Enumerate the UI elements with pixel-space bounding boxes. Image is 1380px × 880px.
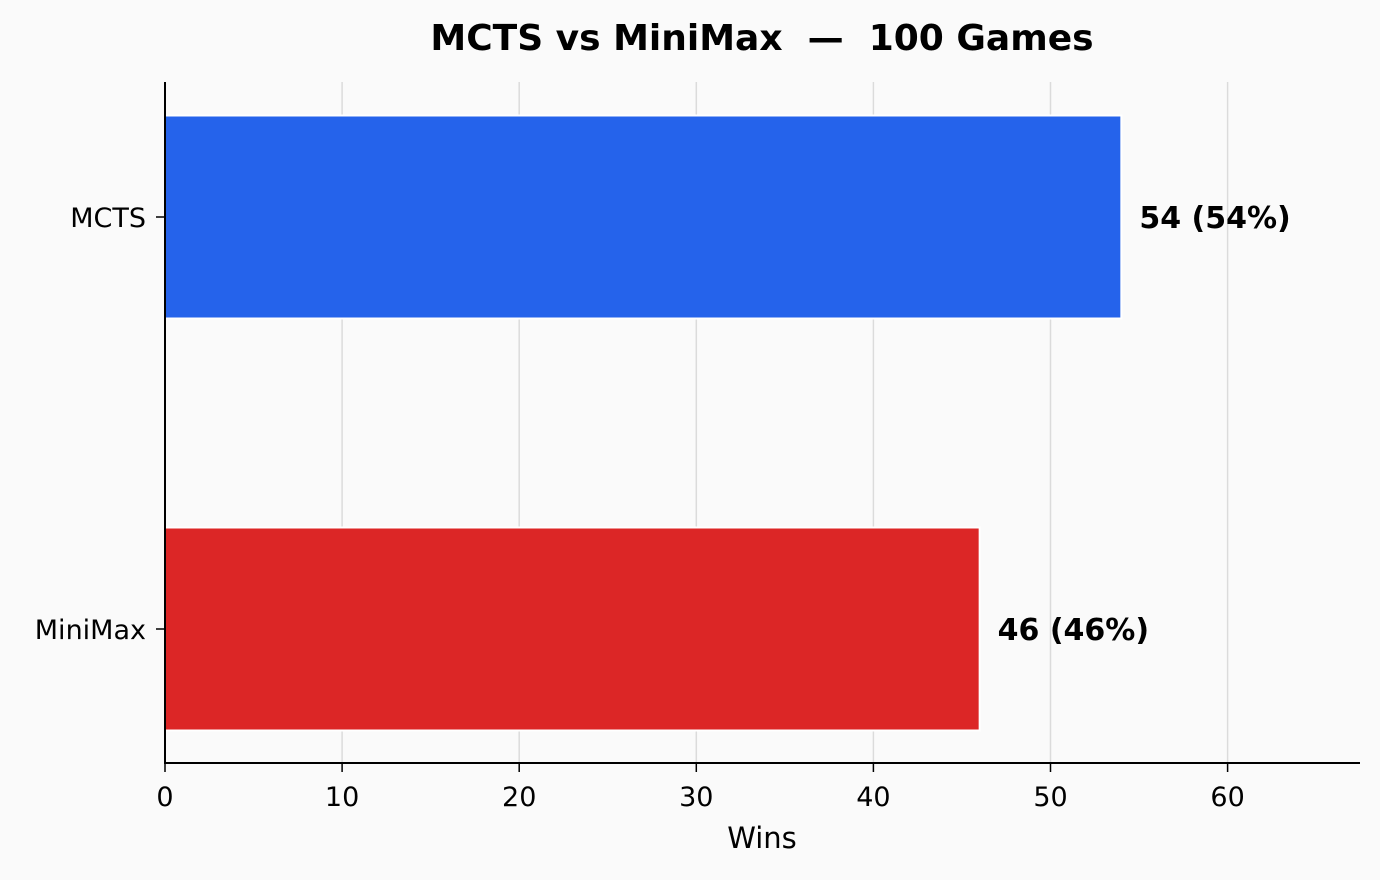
x-axis-ticks: 0 10 20 30 40 50 60 (156, 763, 1245, 813)
bar-value-label: 46 (46%) (998, 613, 1149, 648)
y-axis-ticks: MCTS MiniMax (35, 203, 165, 646)
x-axis-label: Wins (727, 821, 797, 855)
chart-title: MCTS vs MiniMax — 100 Games (430, 18, 1093, 59)
bar-minimax (164, 526, 981, 732)
x-tick-label: 30 (679, 782, 713, 813)
x-tick-label: 10 (325, 782, 359, 813)
bar-mcts (164, 114, 1123, 320)
x-tick-label: 20 (502, 782, 536, 813)
y-tick-label: MCTS (70, 203, 146, 234)
x-tick-label: 0 (156, 782, 173, 813)
bars: 54 (54%) 46 (46%) (164, 114, 1291, 732)
y-tick-label: MiniMax (35, 615, 146, 646)
x-tick-label: 50 (1033, 782, 1067, 813)
bar-value-label: 54 (54%) (1139, 201, 1290, 236)
x-tick-label: 60 (1210, 782, 1244, 813)
x-tick-label: 40 (856, 782, 890, 813)
